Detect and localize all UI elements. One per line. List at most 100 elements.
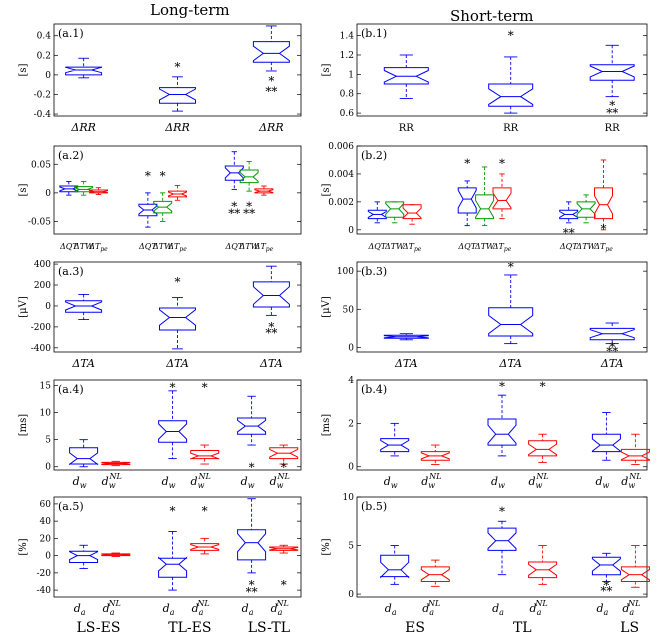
notched-box	[66, 67, 102, 75]
x-category-label: dw	[73, 475, 87, 490]
significance-marker: **	[246, 585, 258, 599]
x-label-subscript: pe	[266, 246, 274, 253]
notched-box	[529, 441, 557, 456]
y-tick-label: 2	[348, 419, 354, 429]
x-label-subscript: a	[604, 608, 609, 617]
notched-box	[253, 282, 289, 307]
significance-marker: *	[175, 275, 181, 289]
box-2: ***ΔTA	[253, 266, 289, 370]
x-category-label: daNL	[622, 599, 640, 617]
group-label-short-term: ES	[405, 620, 425, 636]
x-category-label: daNL	[422, 599, 440, 617]
x-label-subscript: pe	[504, 246, 512, 253]
x-category-label: dw	[241, 475, 255, 490]
x-label-subscript: pe	[179, 246, 187, 253]
y-tick-label: 10	[40, 409, 52, 419]
y-tick-label: 0	[348, 590, 354, 600]
x-label-subscript: a	[199, 608, 204, 617]
box-3: *dwNL	[528, 379, 556, 490]
significance-marker: *	[508, 29, 514, 43]
x-label-subscript: w	[277, 481, 284, 490]
x-category-label: da	[74, 602, 86, 617]
box-1: * ΔTA	[160, 275, 196, 370]
x-label-subscript: w	[109, 481, 116, 490]
x-category-label: da	[492, 602, 504, 617]
panel-label: (b.2)	[361, 149, 387, 162]
box-6: *** ΔQT	[224, 152, 243, 251]
panel-label: (a.5)	[58, 500, 84, 513]
significance-marker: *	[499, 505, 505, 519]
box-2: ΔTpe	[402, 205, 422, 253]
notched-box	[489, 84, 533, 106]
group-label-long-term: TL-ES	[168, 620, 211, 636]
box-0: ΔQT	[367, 202, 386, 251]
x-category-label: ΔRR	[258, 121, 284, 134]
y-tick-label: 0	[45, 71, 51, 81]
y-axis-label: [μV]	[18, 296, 29, 318]
x-label-subscript: pe	[414, 246, 422, 253]
x-category-label: dwNL	[270, 472, 290, 490]
notched-box	[621, 449, 649, 460]
y-tick-label: 0.002	[328, 198, 354, 208]
y-axis-label: [s]	[321, 183, 332, 196]
group-label-short-term: LS	[620, 620, 639, 636]
x-category-label: dw	[595, 475, 609, 490]
y-tick-label: 0.8	[340, 90, 355, 100]
box-8: ΔTpe	[254, 186, 274, 253]
notched-box	[403, 205, 421, 219]
notched-box	[590, 65, 634, 81]
y-tick-label: 200	[34, 281, 51, 291]
axes-frame	[357, 380, 647, 470]
notched-box	[577, 202, 595, 217]
x-category-label: da	[163, 602, 175, 617]
x-label-superscript: NL	[427, 599, 440, 608]
y-tick-label: -200	[31, 323, 51, 333]
y-tick-label: 4	[348, 376, 354, 386]
x-category-label: daNL	[103, 599, 121, 617]
notched-box	[160, 88, 196, 104]
y-tick-label: 0	[348, 463, 354, 473]
x-category-label: ΔTA	[165, 357, 189, 370]
x-label-superscript: NL	[428, 472, 441, 481]
box-3: *daNL	[191, 504, 219, 617]
significance-marker: *	[145, 169, 151, 183]
x-category-label: ΔTA	[394, 357, 418, 370]
box-0: da	[381, 546, 409, 617]
notched-box	[493, 188, 511, 209]
box-1: dwNL	[102, 461, 130, 490]
x-label-superscript: NL	[196, 599, 209, 608]
y-tick-label: 20	[40, 534, 52, 544]
x-label-subscript: a	[170, 608, 175, 617]
y-tick-label: 1	[348, 70, 354, 80]
box-0: ΔTA	[66, 294, 102, 370]
x-label-subscript: w	[80, 481, 87, 490]
significance-marker: *	[508, 260, 514, 274]
box-5: * daNL	[270, 545, 298, 617]
notched-box	[488, 528, 516, 550]
significance-marker: *	[202, 380, 208, 394]
x-label-superscript: NL	[277, 472, 290, 481]
y-tick-label: 1.4	[340, 32, 355, 42]
panel-label: (b.1)	[361, 27, 387, 40]
y-tick-label: 0	[45, 463, 51, 473]
y-tick-label: 0.05	[31, 160, 51, 170]
box-1: *ΔTA	[489, 260, 533, 370]
box-8: * ΔTpe	[593, 160, 613, 253]
y-tick-label: -40	[37, 586, 52, 596]
y-axis-label: [μV]	[321, 296, 332, 318]
x-category-label: dwNL	[421, 472, 441, 490]
y-tick-label: 0	[45, 189, 51, 199]
x-category-label: ΔTpe	[167, 242, 187, 253]
x-label-superscript: NL	[275, 599, 288, 608]
box-1: ΔTW	[73, 181, 94, 251]
panel-label: (b.5)	[361, 500, 387, 513]
x-category-label: dwNL	[528, 472, 548, 490]
significance-marker: *	[499, 156, 505, 170]
box-2: * da	[159, 504, 187, 617]
x-label-subscript: a	[81, 608, 86, 617]
box-1: *RR	[489, 29, 533, 134]
notched-box	[476, 195, 494, 219]
panel-label: (a.3)	[58, 265, 84, 278]
x-label-subscript: pe	[100, 246, 108, 253]
